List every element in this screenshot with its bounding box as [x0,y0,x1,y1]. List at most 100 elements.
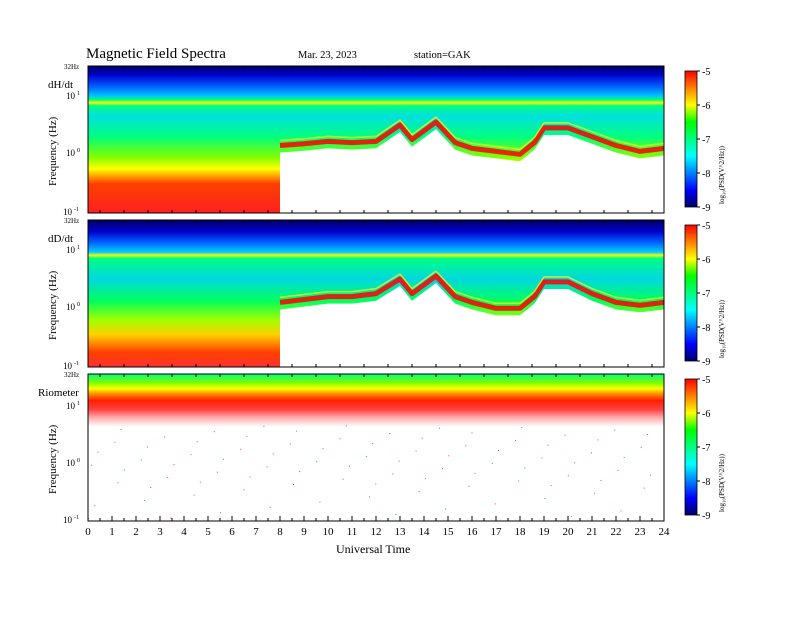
colorbar-tick-label: -6 [702,255,710,266]
figure-date: Mar. 23, 2023 [298,50,357,61]
x-tick-label: 20 [563,526,575,538]
noise-dot [541,457,543,459]
noise-dot [167,477,169,478]
noise-dot [322,448,324,450]
heatmap-dddt [88,220,664,367]
noise-dot [442,468,443,470]
noise-dot [369,496,370,498]
colorbar-tick-label: -7 [702,443,710,454]
colorbar-tick-label: -5 [702,375,710,386]
noise-dot [448,455,450,457]
x-axis-label: Universal Time [336,542,410,556]
colorbar-riometer: -5 -6 -7 -8 -9 log₁₀(PSD(V^2/Hz)) [684,375,726,522]
noise-dot [547,444,549,446]
x-tick-label: 21 [587,526,598,538]
colorbar-tick-label: -5 [702,221,710,232]
noise-dot [140,459,142,461]
ytick-exp-dhdt-1: 1 [77,91,80,97]
ridge-dhdt [279,116,665,157]
ridge-line [279,119,665,157]
ytick-exp-dddt-1: 1 [77,245,80,251]
noise-dot [438,427,440,429]
top-label-dhdt: 32Hz [64,63,79,71]
noise-dot [319,501,321,503]
noise-dot [647,434,648,436]
colorbar-tick-label: -6 [702,101,710,112]
noise-dot [497,450,499,451]
noise-dot [348,465,350,467]
noise-dot [196,441,198,443]
noise-dot [272,453,274,455]
ytick-exp-riometer-1: 1 [77,401,80,407]
x-tick-label: 16 [467,526,479,538]
colorbar-tick-label: -7 [702,289,710,300]
noise-dot [591,452,592,454]
colorbar-dhdt: -5 -6 -7 -8 -9 log₁₀(PSD(V^2/Hz)) [684,67,726,214]
colorbar-scale [684,70,698,208]
colorbar-scale [684,378,698,516]
colorbar-label: log₁₀(PSD(V^2/Hz)) [718,299,726,358]
colorbar-tick-label: -8 [702,477,710,488]
heatmap-dhdt [88,66,664,213]
panel-dddt: dD/dt 32Hz 10 1 10 0 10 -1 Frequency (Hz… [47,217,726,371]
heatmap-quiet-region [280,129,664,213]
noise-dot [216,471,218,473]
noise-dot [524,467,526,469]
noise-dot [143,499,145,501]
noise-dot [515,440,516,441]
x-tick-label: 17 [491,526,503,538]
ytick-dddt-1: 10 [66,245,76,255]
noise-dot [574,462,575,464]
noise-dot [468,485,470,487]
noise-dot [421,437,423,439]
noise-dot [339,438,341,440]
x-tick-label: 11 [347,526,358,538]
noise-dot [147,446,148,448]
ytick-dhdt-m1: 10 [63,207,73,217]
colorbar-tick-label: -5 [702,67,710,78]
noise-dot [170,517,172,519]
noise-dot [193,494,195,496]
x-tick-label: 10 [323,526,335,538]
noise-dot [650,474,652,476]
x-tick-label: 5 [205,526,211,538]
noise-dot [521,427,523,429]
x-axis: 0 1 2 3 4 5 6 7 8 9 10 11 12 13 14 15 16 17 18 19 20 21 22 23 24 [85,516,670,538]
noise-dot [223,458,225,460]
noise-dot [94,505,96,507]
ridge-line [279,273,665,311]
noise-dot [269,506,271,508]
colorbar-dddt: -5 -6 -7 -8 -9 log₁₀(PSD(V^2/Hz)) [684,221,726,368]
ytick-dddt-m1: 10 [63,361,73,371]
noise-dot [614,429,616,431]
colorbar-label: log₁₀(PSD(V^2/Hz)) [718,453,726,512]
x-tick-label: 1 [109,526,115,538]
noise-dot [263,425,265,427]
noise-dot [392,473,394,475]
x-tick-label: 2 [133,526,139,538]
noise-dot [600,479,602,481]
noise-dot [465,445,467,447]
noise-dot [114,441,116,443]
noise-dot [220,512,221,514]
noise-dot [494,503,496,505]
x-tick-label: 18 [515,526,527,538]
noise-dot [342,478,344,480]
noise-dot [398,460,400,462]
noise-dot [91,464,93,466]
noise-dot [617,469,619,471]
x-tick-label: 23 [635,526,647,538]
noise-dot [123,469,125,471]
noise-dot [120,428,122,430]
x-tick-label: 12 [371,526,382,538]
colorbar-label: log₁₀(PSD(V^2/Hz)) [718,145,726,204]
noise-dot [471,432,473,434]
ylabel-dhdt: Frequency (Hz) [47,116,59,186]
heatmap-riometer [88,374,664,521]
panel-label-dddt: dD/dt [48,233,73,245]
colorbar-tick-label: -6 [702,409,710,420]
noise-dot [474,472,476,474]
heatmap-quiet-region [280,283,664,367]
colorbar-tick-label: -8 [702,169,710,180]
noise-dot [299,471,301,473]
